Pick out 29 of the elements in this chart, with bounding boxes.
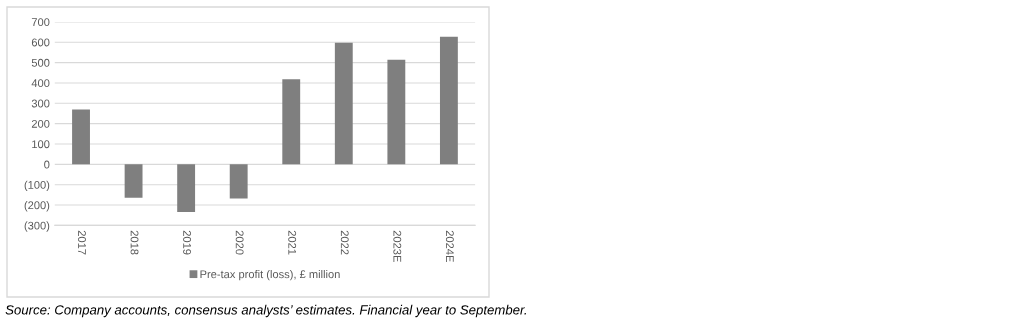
bar: [334, 42, 353, 165]
y-tick-label: 400: [31, 79, 50, 88]
source-note: Source: Company accounts, consensus analysts’ estimates. Financial year to September.: [5, 304, 526, 318]
y-tick-label: 500: [31, 58, 50, 67]
legend-label: Pre-tax profit (loss), £ million: [200, 270, 340, 281]
x-tick-label: 2018: [130, 230, 139, 255]
y-tick-label: (300): [24, 221, 50, 232]
x-tick-label: 2019: [183, 230, 192, 255]
y-tick-label: 200: [31, 119, 50, 128]
bar: [282, 79, 301, 165]
bar: [177, 164, 196, 212]
y-tick-label: 700: [31, 18, 50, 27]
bar: [124, 164, 143, 198]
y-tick-label: (200): [24, 201, 50, 212]
y-tick-label: 600: [31, 38, 50, 47]
x-tick-label: 2023E: [393, 230, 402, 262]
x-tick-label: 2021: [288, 230, 297, 255]
x-tick-label: 2022: [340, 230, 349, 255]
bar: [387, 59, 406, 165]
bar: [439, 36, 458, 165]
y-tick-label: (100): [24, 180, 50, 192]
bar: [229, 164, 248, 199]
x-tick-label: 2020: [235, 230, 244, 255]
bar: [72, 109, 90, 165]
y-tick-label: 100: [32, 140, 50, 149]
y-tick-label: 0: [44, 160, 50, 169]
x-tick-label: 2017: [78, 230, 86, 255]
y-tick-label: 300: [31, 99, 50, 108]
x-tick-label: 2024E: [445, 230, 454, 262]
